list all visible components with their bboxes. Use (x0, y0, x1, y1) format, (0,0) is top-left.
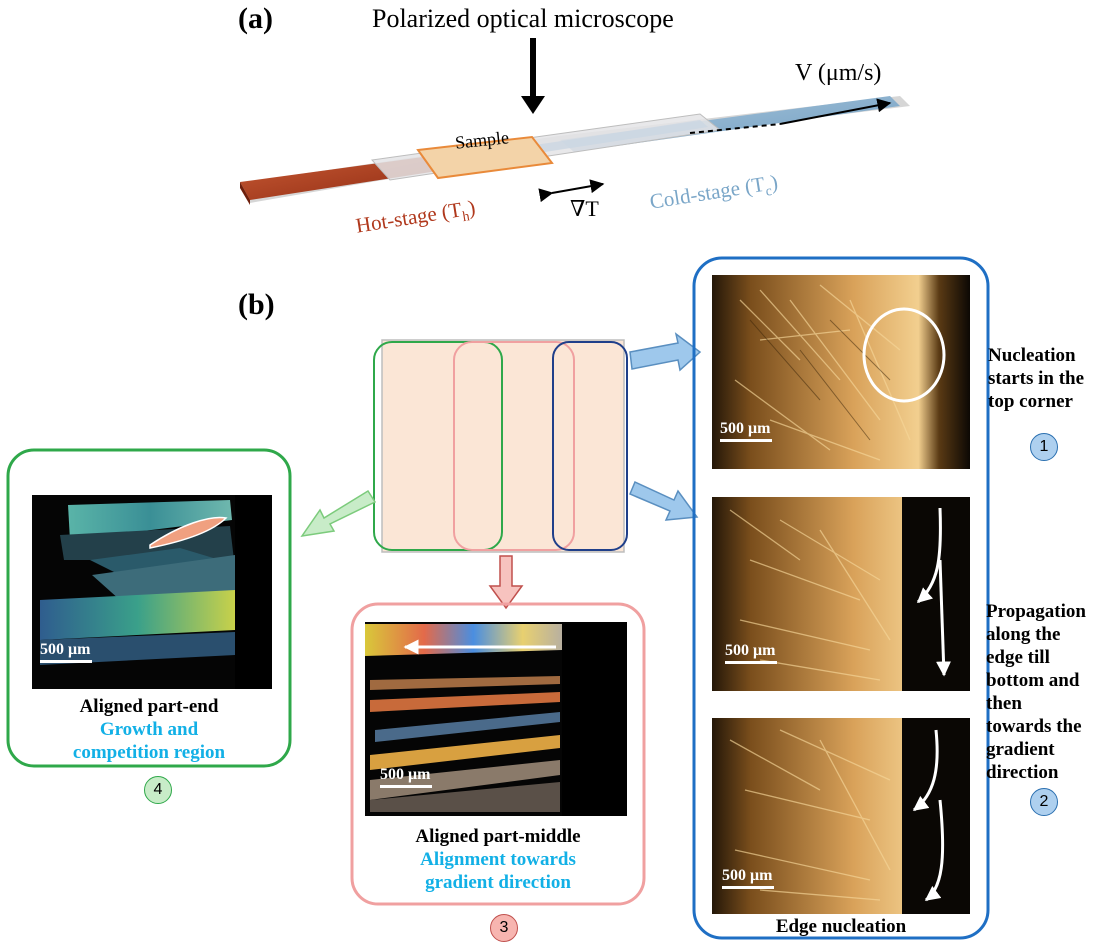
edge-nucleation-box (692, 256, 990, 940)
aligned-end-sub2: competition region (72, 742, 226, 763)
gradient-label: ∇T (570, 196, 599, 221)
bottom-arrow-curve-lower (924, 799, 945, 902)
micrograph-aligned-end (32, 495, 272, 689)
aligned-end-box (6, 448, 292, 768)
blue-region-outline (552, 341, 628, 551)
green-region-outline (373, 341, 503, 551)
scale-bar-edge-top: 500 μm (720, 420, 772, 442)
sample-schematic (373, 339, 628, 553)
micrograph-edge-middle (712, 497, 970, 691)
scale-bar-edge-middle: 500 μm (725, 642, 777, 664)
arrow-to-edge-top (629, 332, 702, 372)
step-number-1: 1 (1030, 433, 1058, 461)
scale-bar-aligned-end: 500 μm (40, 641, 92, 663)
aligned-end-sub1: Growth and (99, 719, 199, 740)
velocity-label: V (μm/s) (795, 60, 882, 86)
arrow-to-end (300, 489, 377, 538)
aligned-middle-sub2: gradient direction (425, 872, 571, 893)
pink-region-outline (453, 341, 575, 551)
bottom-arrow-curve-upper (912, 729, 939, 812)
aligned-middle-box (350, 602, 646, 906)
gradient-double-arrow (538, 179, 605, 203)
sample-square (416, 135, 554, 180)
step-number-2: 2 (1030, 788, 1058, 816)
propagation-note: Propagation along the edge till bottom a… (986, 601, 1086, 783)
arrow-to-middle (488, 555, 524, 610)
micrograph-edge-top (712, 275, 970, 469)
velocity-arrow (779, 98, 892, 125)
step-number-3: 3 (490, 914, 518, 942)
aligned-middle-title: Aligned part-middle (415, 826, 581, 847)
micrograph-aligned-middle (365, 622, 627, 816)
stage-illustration (240, 38, 910, 205)
propagation-arrow-straight (936, 559, 952, 677)
edge-nucleation-caption: Edge nucleation (775, 916, 907, 937)
aligned-end-title: Aligned part-end (79, 696, 219, 717)
nucleation-note: Nucleation starts in the top corner (988, 345, 1085, 412)
scale-bar-aligned-middle: 500 μm (380, 766, 432, 788)
travel-dashed-line (689, 123, 781, 134)
panel-a-label: (a) (238, 2, 273, 35)
step-number-4: 4 (144, 776, 172, 804)
scale-bar-edge-bottom: 500 μm (722, 867, 774, 889)
propagation-arrow-curve (916, 507, 942, 604)
arrow-to-edge-middle (629, 480, 699, 521)
panel-b-label: (b) (238, 288, 275, 321)
microscope-label: Polarized optical microscope (372, 4, 674, 33)
micrograph-edge-bottom (712, 718, 970, 914)
nucleation-circle (862, 307, 946, 403)
aligned-middle-sub1: Alignment towards (420, 849, 576, 870)
